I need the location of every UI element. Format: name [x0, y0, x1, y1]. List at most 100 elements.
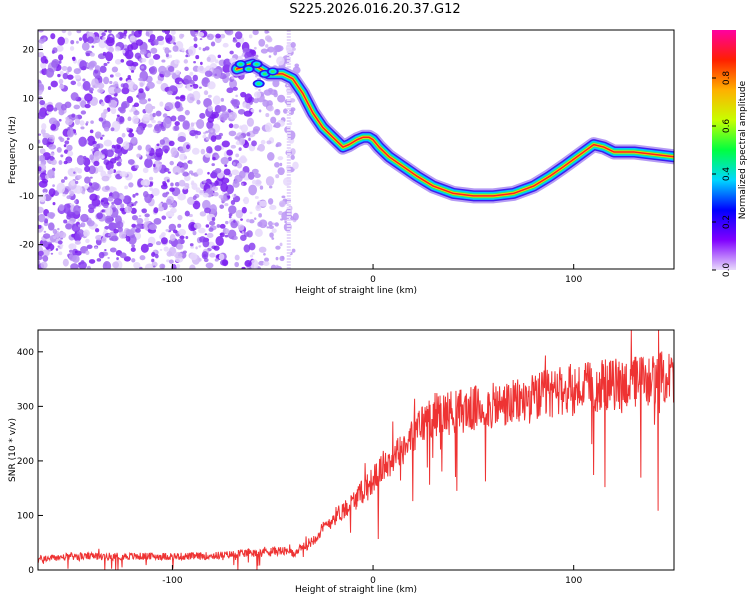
noise-dot — [278, 200, 286, 208]
ridge-blob-center — [262, 72, 267, 76]
noise-dot — [194, 134, 199, 139]
noise-dot — [265, 44, 269, 48]
noise-dot — [272, 79, 280, 88]
noise-dot — [200, 61, 203, 65]
noise-dot — [219, 204, 225, 209]
ridge-layer-5 — [235, 63, 674, 197]
noise-dot — [128, 182, 134, 188]
snr-y-label: SNR (10 * v/v) — [8, 418, 18, 482]
noise-dot — [205, 224, 210, 228]
noise-dot — [176, 243, 184, 250]
noise-dot — [290, 154, 295, 160]
noise-dot — [156, 146, 160, 149]
noise-dot — [151, 187, 160, 197]
noise-dot — [58, 118, 62, 122]
noise-dot — [280, 218, 284, 221]
noise-dot — [40, 261, 48, 269]
noise-dot — [91, 45, 95, 48]
noise-dot — [274, 108, 281, 116]
noise-dot — [169, 234, 176, 242]
noise-dot — [83, 39, 87, 44]
noise-dot — [41, 123, 47, 130]
noise-dot — [181, 33, 185, 38]
noise-dot — [199, 236, 206, 243]
noise-dot — [232, 161, 236, 166]
noise-dot — [83, 229, 90, 237]
noise-dot — [266, 30, 270, 34]
noise-dot — [151, 258, 155, 263]
noise-dot — [38, 82, 44, 91]
noise-dot — [216, 224, 221, 228]
noise-dot — [172, 165, 182, 175]
noise-dot — [258, 88, 261, 92]
noise-dot — [239, 137, 246, 146]
noise-dot — [265, 112, 270, 118]
colorbar-ticks: 0.0 0.2 0.4 0.6 0.8 — [712, 71, 732, 277]
noise-dot — [65, 118, 74, 126]
noise-streak — [286, 54, 291, 56]
noise-dot — [108, 30, 112, 34]
noise-dot — [214, 134, 222, 140]
noise-dot — [144, 158, 153, 169]
noise-dot — [131, 61, 139, 67]
noise-streak — [286, 63, 291, 65]
noise-dot — [107, 87, 117, 94]
noise-streak — [286, 219, 291, 221]
noise-dot — [114, 46, 121, 52]
colorbar-tick-label: 0.8 — [722, 71, 732, 86]
noise-dot — [189, 129, 197, 137]
noise-dot — [104, 225, 110, 230]
noise-dot — [74, 250, 78, 254]
noise-dot — [135, 192, 139, 196]
noise-dot — [274, 45, 284, 52]
noise-dot — [48, 144, 57, 150]
noise-dot — [123, 256, 131, 262]
noise-dot — [165, 34, 173, 43]
noise-streak — [286, 66, 291, 68]
noise-dot — [243, 244, 251, 253]
noise-dot — [156, 35, 164, 41]
noise-dot — [153, 217, 162, 225]
snr-panel: -100 0 100 0 100 200 300 400 Height of straigh… — [8, 329, 675, 595]
noise-dot — [125, 235, 131, 242]
noise-dot — [77, 252, 81, 256]
noise-dot — [184, 66, 189, 72]
noise-dot — [84, 93, 93, 102]
noise-dot — [231, 99, 240, 108]
snr-y-tick-label: 400 — [17, 348, 34, 358]
noise-streak — [286, 228, 291, 230]
noise-dot — [176, 263, 181, 269]
noise-streak — [286, 237, 291, 239]
noise-dot — [81, 191, 86, 195]
noise-dot — [210, 135, 217, 143]
noise-dot — [152, 112, 156, 118]
noise-dot — [222, 42, 229, 48]
noise-dot — [163, 167, 170, 173]
noise-dot — [175, 172, 179, 175]
page-title: S225.2026.016.20.37.G12 — [289, 2, 461, 17]
noise-dot — [225, 71, 231, 77]
noise-dot — [124, 49, 134, 60]
noise-dot — [131, 215, 138, 221]
noise-dot — [89, 193, 98, 201]
noise-dot — [51, 60, 59, 68]
noise-dot — [102, 197, 109, 204]
noise-dot — [38, 250, 44, 257]
noise-dot — [50, 123, 57, 131]
noise-dot — [179, 153, 187, 161]
noise-dot — [269, 204, 277, 211]
noise-dot — [192, 74, 198, 82]
noise-dot — [237, 224, 245, 231]
noise-dot — [173, 90, 176, 95]
noise-dot — [55, 248, 59, 251]
noise-streak — [286, 51, 291, 53]
ridge-blob-center — [270, 70, 275, 73]
noise-dot — [210, 130, 214, 133]
noise-dot — [124, 206, 133, 214]
noise-dot — [52, 201, 56, 206]
noise-dot — [279, 162, 283, 167]
noise-dot — [254, 228, 263, 238]
noise-dot — [130, 247, 136, 253]
noise-dot — [182, 171, 189, 177]
